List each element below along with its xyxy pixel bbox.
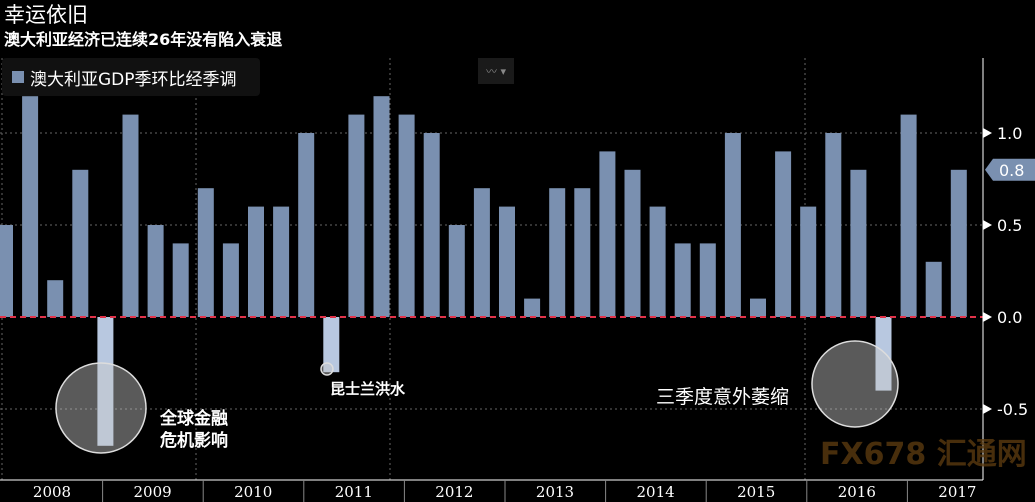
- bar: [47, 280, 64, 317]
- x-year-label: 2010: [234, 483, 272, 501]
- watermark: FX678 汇通网: [820, 437, 1027, 472]
- bar: [0, 225, 13, 317]
- legend-label: 澳大利亚GDP季环比经季调: [30, 69, 237, 90]
- bar: [950, 169, 967, 317]
- legend-swatch: [12, 71, 24, 83]
- bar: [398, 114, 415, 317]
- x-year-label: 2008: [33, 483, 71, 501]
- bar: [248, 206, 264, 317]
- y-tick-label: 1.0: [997, 124, 1022, 143]
- bar: [323, 317, 340, 373]
- bar: [574, 188, 591, 317]
- bar: [448, 225, 465, 317]
- bar: [825, 133, 842, 317]
- bar: [222, 243, 239, 317]
- x-year-label: 2011: [335, 483, 373, 501]
- y-tick-marker: [983, 220, 992, 230]
- bar: [524, 298, 541, 317]
- y-tick-marker: [983, 312, 992, 322]
- bar: [624, 169, 641, 317]
- bar: [674, 243, 691, 317]
- bar: [22, 96, 39, 317]
- bar: [273, 206, 290, 317]
- x-year-label: 2012: [435, 483, 473, 501]
- bar: [197, 188, 214, 317]
- bar: [599, 151, 616, 317]
- annotation-q3: 三季度意外萎缩: [656, 386, 790, 408]
- bar: [800, 206, 817, 317]
- bar: [499, 206, 515, 317]
- bar: [423, 133, 440, 317]
- bar: [473, 188, 490, 317]
- chart-title: 幸运依旧: [4, 3, 88, 27]
- bar: [925, 261, 942, 317]
- highlight-circle: [320, 362, 334, 376]
- highlight-circle: [811, 340, 899, 428]
- line-chart-icon: 〰: [485, 65, 497, 78]
- last-value-badge: [985, 158, 1035, 181]
- y-tick-marker: [983, 404, 992, 414]
- bar: [348, 114, 365, 317]
- bar: [72, 169, 89, 317]
- last-value-label: 0.8: [999, 161, 1024, 180]
- bar: [649, 206, 666, 317]
- x-year-label: 2015: [737, 483, 775, 501]
- chart-type-button[interactable]: 〰 ▾: [478, 58, 514, 84]
- bar: [172, 243, 189, 317]
- y-tick-label: 0.0: [997, 308, 1022, 327]
- annotation-gfc: 全球金融 危机影响: [160, 409, 228, 451]
- bar: [875, 317, 892, 391]
- bar: [549, 188, 566, 317]
- bar: [147, 225, 164, 317]
- bar: [122, 114, 139, 317]
- bar: [900, 114, 917, 317]
- y-tick-label: -0.5: [997, 400, 1028, 419]
- y-tick-marker: [983, 128, 992, 138]
- bar: [97, 317, 114, 446]
- bar: [699, 243, 716, 317]
- highlight-circle: [55, 362, 147, 454]
- x-year-label: 2016: [838, 483, 876, 501]
- bar: [373, 96, 390, 317]
- x-year-label: 2009: [134, 483, 172, 501]
- x-year-label: 2017: [938, 483, 976, 501]
- x-year-label: 2014: [637, 483, 675, 501]
- chart-subtitle: 澳大利亚经济已连续26年没有陷入衰退: [4, 30, 283, 49]
- bar: [850, 169, 867, 317]
- y-tick-label: 0.5: [997, 216, 1022, 235]
- bar: [775, 151, 792, 317]
- legend: 澳大利亚GDP季环比经季调: [2, 58, 260, 96]
- bar: [298, 133, 315, 317]
- bar: [724, 133, 741, 317]
- bar: [750, 298, 766, 317]
- annotation-flood: 昆士兰洪水: [330, 380, 406, 398]
- x-year-label: 2013: [536, 483, 574, 501]
